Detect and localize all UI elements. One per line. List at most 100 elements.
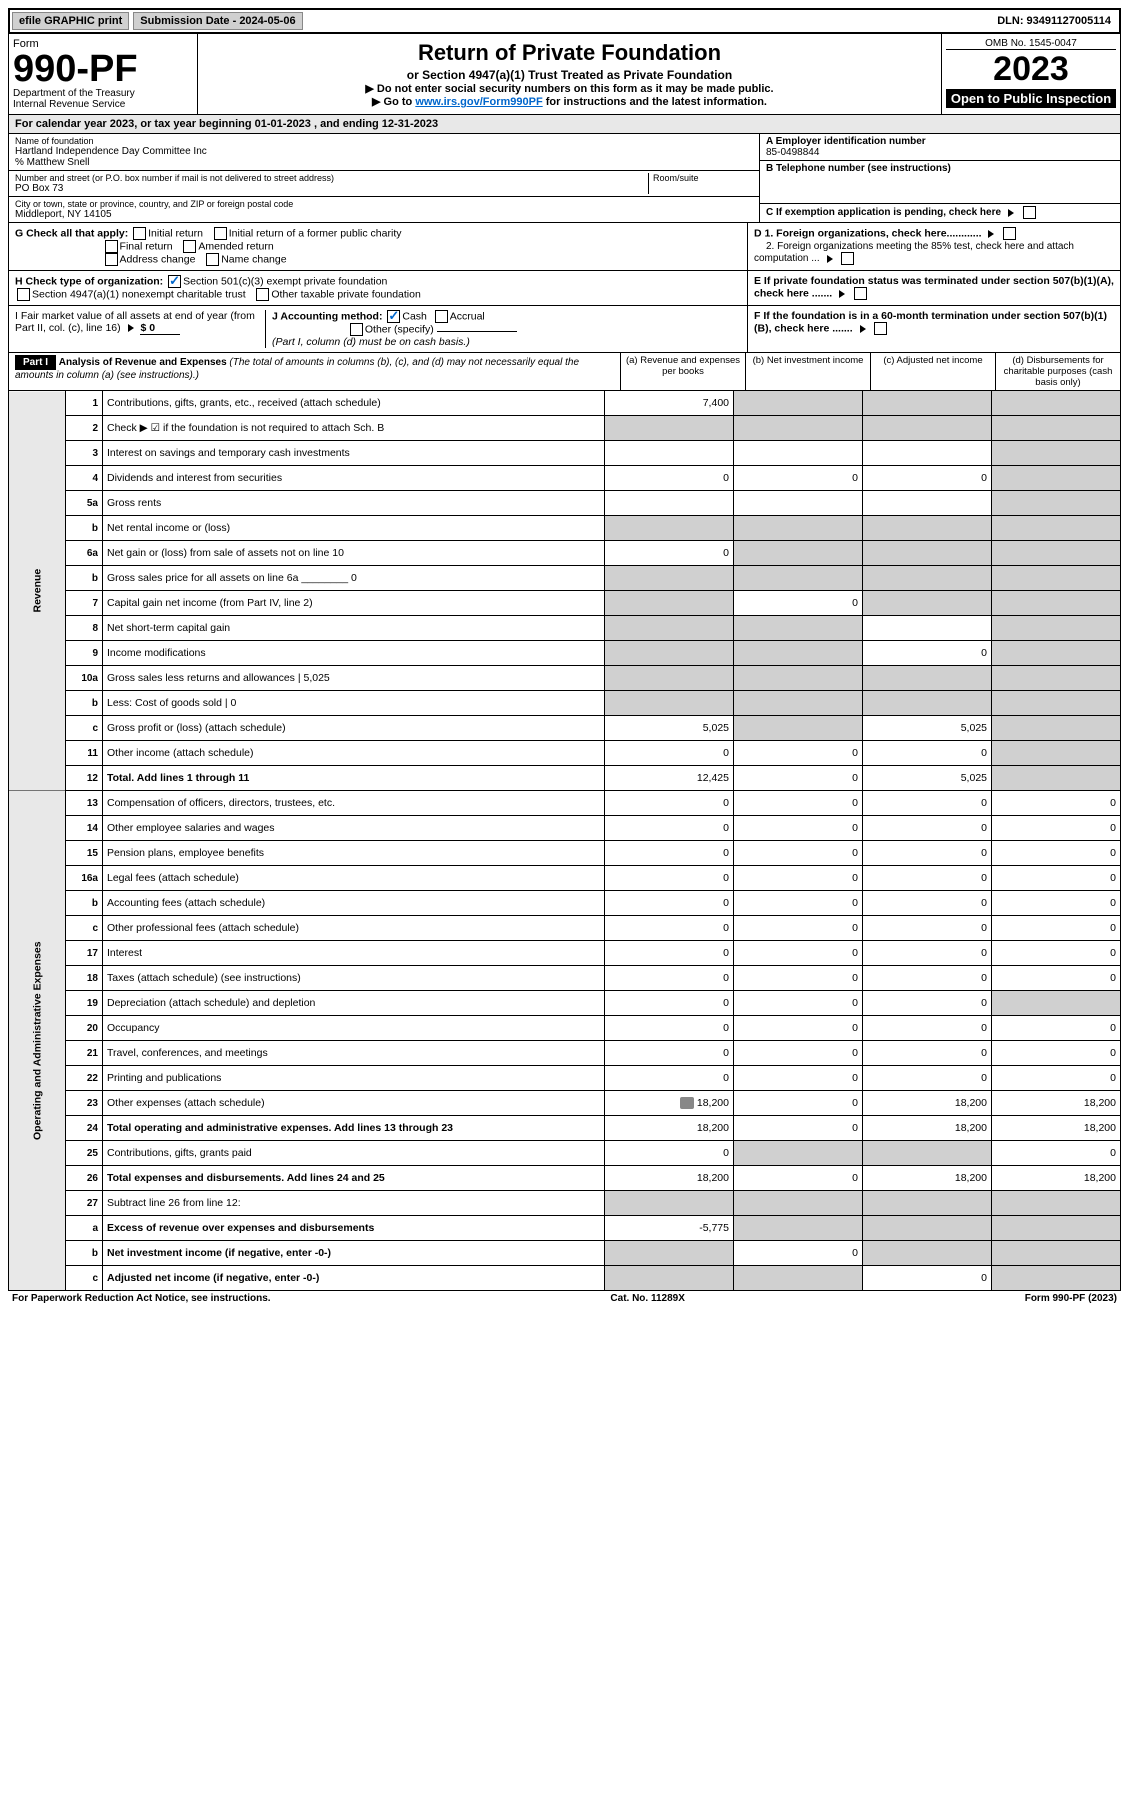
table-row: 14Other employee salaries and wages0000 — [9, 816, 1121, 841]
line-label: Interest — [103, 941, 605, 966]
line-number: 8 — [66, 616, 103, 641]
col-d-value: 0 — [992, 891, 1121, 916]
col-c-value: 0 — [863, 741, 992, 766]
table-row: 26Total expenses and disbursements. Add … — [9, 1166, 1121, 1191]
c-checkbox[interactable] — [1023, 206, 1036, 219]
c-label: C If exemption application is pending, c… — [766, 207, 1001, 218]
line-number: 6a — [66, 541, 103, 566]
table-row: aExcess of revenue over expenses and dis… — [9, 1216, 1121, 1241]
expenses-label: Operating and Administrative Expenses — [9, 791, 66, 1291]
col-b-value: 0 — [734, 991, 863, 1016]
j-cash-checkbox[interactable] — [387, 310, 400, 323]
col-c-value: 18,200 — [863, 1116, 992, 1141]
col-b-value: 0 — [734, 766, 863, 791]
col-c-value: 0 — [863, 1016, 992, 1041]
street-address: PO Box 73 — [15, 183, 648, 194]
col-a-value: 0 — [605, 1041, 734, 1066]
g6-checkbox[interactable] — [206, 253, 219, 266]
table-row: cAdjusted net income (if negative, enter… — [9, 1266, 1121, 1291]
g1-checkbox[interactable] — [133, 227, 146, 240]
col-d-value: 18,200 — [992, 1166, 1121, 1191]
table-row: 27Subtract line 26 from line 12: — [9, 1191, 1121, 1216]
col-b-value: 0 — [734, 591, 863, 616]
col-a-value: 0 — [605, 991, 734, 1016]
g2-checkbox[interactable] — [214, 227, 227, 240]
line-label: Total operating and administrative expen… — [103, 1116, 605, 1141]
table-row: 8Net short-term capital gain — [9, 616, 1121, 641]
line-label: Compensation of officers, directors, tru… — [103, 791, 605, 816]
line-label: Net short-term capital gain — [103, 616, 605, 641]
col-d-value: 0 — [992, 816, 1121, 841]
col-a-value: 12,425 — [605, 766, 734, 791]
col-c-value — [863, 616, 992, 641]
table-row: 5aGross rents — [9, 491, 1121, 516]
table-row: bNet rental income or (loss) — [9, 516, 1121, 541]
col-b-value: 0 — [734, 741, 863, 766]
line-label: Dividends and interest from securities — [103, 466, 605, 491]
col-d-value: 0 — [992, 1141, 1121, 1166]
header-left: Form 990-PF Department of the Treasury I… — [9, 34, 198, 114]
table-row: 4Dividends and interest from securities0… — [9, 466, 1121, 491]
table-row: 16aLegal fees (attach schedule)0000 — [9, 866, 1121, 891]
col-b-value — [734, 541, 863, 566]
col-b-value — [734, 616, 863, 641]
irs-link[interactable]: www.irs.gov/Form990PF — [415, 96, 542, 108]
line-label: Excess of revenue over expenses and disb… — [103, 1216, 605, 1241]
city-label: City or town, state or province, country… — [15, 199, 753, 209]
col-a-value: 0 — [605, 891, 734, 916]
line-number: 12 — [66, 766, 103, 791]
ein-label: A Employer identification number — [766, 136, 1114, 147]
header-mid: Return of Private Foundation or Section … — [198, 34, 941, 114]
table-row: 19Depreciation (attach schedule) and dep… — [9, 991, 1121, 1016]
open-public: Open to Public Inspection — [946, 89, 1116, 108]
part1-title: Analysis of Revenue and Expenses — [59, 357, 227, 368]
e-checkbox[interactable] — [854, 287, 867, 300]
d1-label: D 1. Foreign organizations, check here..… — [754, 227, 982, 239]
table-row: 10aGross sales less returns and allowanc… — [9, 666, 1121, 691]
col-d-value — [992, 666, 1121, 691]
table-row: bLess: Cost of goods sold | 0 — [9, 691, 1121, 716]
h3-checkbox[interactable] — [256, 288, 269, 301]
line-number: b — [66, 891, 103, 916]
table-row: 22Printing and publications0000 — [9, 1066, 1121, 1091]
g4-checkbox[interactable] — [183, 240, 196, 253]
h2-checkbox[interactable] — [17, 288, 30, 301]
col-c-value: 0 — [863, 1266, 992, 1291]
col-a-value: 0 — [605, 541, 734, 566]
line-number: 14 — [66, 816, 103, 841]
line-label: Printing and publications — [103, 1066, 605, 1091]
line-number: b — [66, 1241, 103, 1266]
line-label: Gross rents — [103, 491, 605, 516]
arrow-icon — [827, 255, 833, 263]
line-label: Depreciation (attach schedule) and deple… — [103, 991, 605, 1016]
col-d-value — [992, 1241, 1121, 1266]
j-other-checkbox[interactable] — [350, 323, 363, 336]
efile-print-button[interactable]: efile GRAPHIC print — [12, 12, 129, 30]
j-accrual-checkbox[interactable] — [435, 310, 448, 323]
col-c-value: 18,200 — [863, 1091, 992, 1116]
g5-checkbox[interactable] — [105, 253, 118, 266]
attachment-icon[interactable] — [680, 1097, 694, 1109]
g3-checkbox[interactable] — [105, 240, 118, 253]
g-label: G Check all that apply: — [15, 227, 128, 239]
h1-checkbox[interactable] — [168, 275, 181, 288]
line-label: Net gain or (loss) from sale of assets n… — [103, 541, 605, 566]
table-row: 3Interest on savings and temporary cash … — [9, 441, 1121, 466]
d2-checkbox[interactable] — [841, 252, 854, 265]
col-c-value — [863, 416, 992, 441]
check-row-ij: I Fair market value of all assets at end… — [8, 306, 1121, 353]
line-number: 10a — [66, 666, 103, 691]
line-label: Net rental income or (loss) — [103, 516, 605, 541]
i-label: I Fair market value of all assets at end… — [15, 310, 255, 334]
col-a-value: 18,200 — [605, 1166, 734, 1191]
col-c-value: 0 — [863, 891, 992, 916]
footer-right: Form 990-PF (2023) — [1025, 1293, 1117, 1304]
part1-header: Part I Analysis of Revenue and Expenses … — [8, 353, 1121, 391]
col-b-value: 0 — [734, 866, 863, 891]
col-a-value — [605, 441, 734, 466]
d1-checkbox[interactable] — [1003, 227, 1016, 240]
omb: OMB No. 1545-0047 — [946, 38, 1116, 50]
arrow-icon — [1008, 209, 1014, 217]
f-checkbox[interactable] — [874, 322, 887, 335]
note-goto: ▶ Go to www.irs.gov/Form990PF for instru… — [202, 95, 937, 108]
